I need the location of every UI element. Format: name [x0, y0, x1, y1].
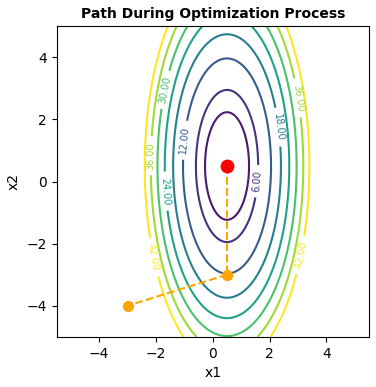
- Text: 30.00: 30.00: [157, 75, 173, 104]
- Text: 18.00: 18.00: [272, 113, 285, 141]
- Point: [224, 163, 230, 169]
- Text: 36.00: 36.00: [146, 142, 156, 170]
- Text: 42.00: 42.00: [146, 243, 161, 272]
- Point: [124, 303, 130, 309]
- X-axis label: x1: x1: [204, 366, 221, 380]
- Text: 12.00: 12.00: [178, 126, 191, 154]
- Text: 24.00: 24.00: [160, 177, 171, 205]
- Y-axis label: x2: x2: [7, 173, 21, 190]
- Point: [224, 272, 230, 278]
- Text: 6.00: 6.00: [252, 170, 263, 192]
- Text: 42.00: 42.00: [293, 241, 308, 270]
- Title: Path During Optimization Process: Path During Optimization Process: [80, 7, 345, 21]
- Text: 36.00: 36.00: [291, 84, 305, 112]
